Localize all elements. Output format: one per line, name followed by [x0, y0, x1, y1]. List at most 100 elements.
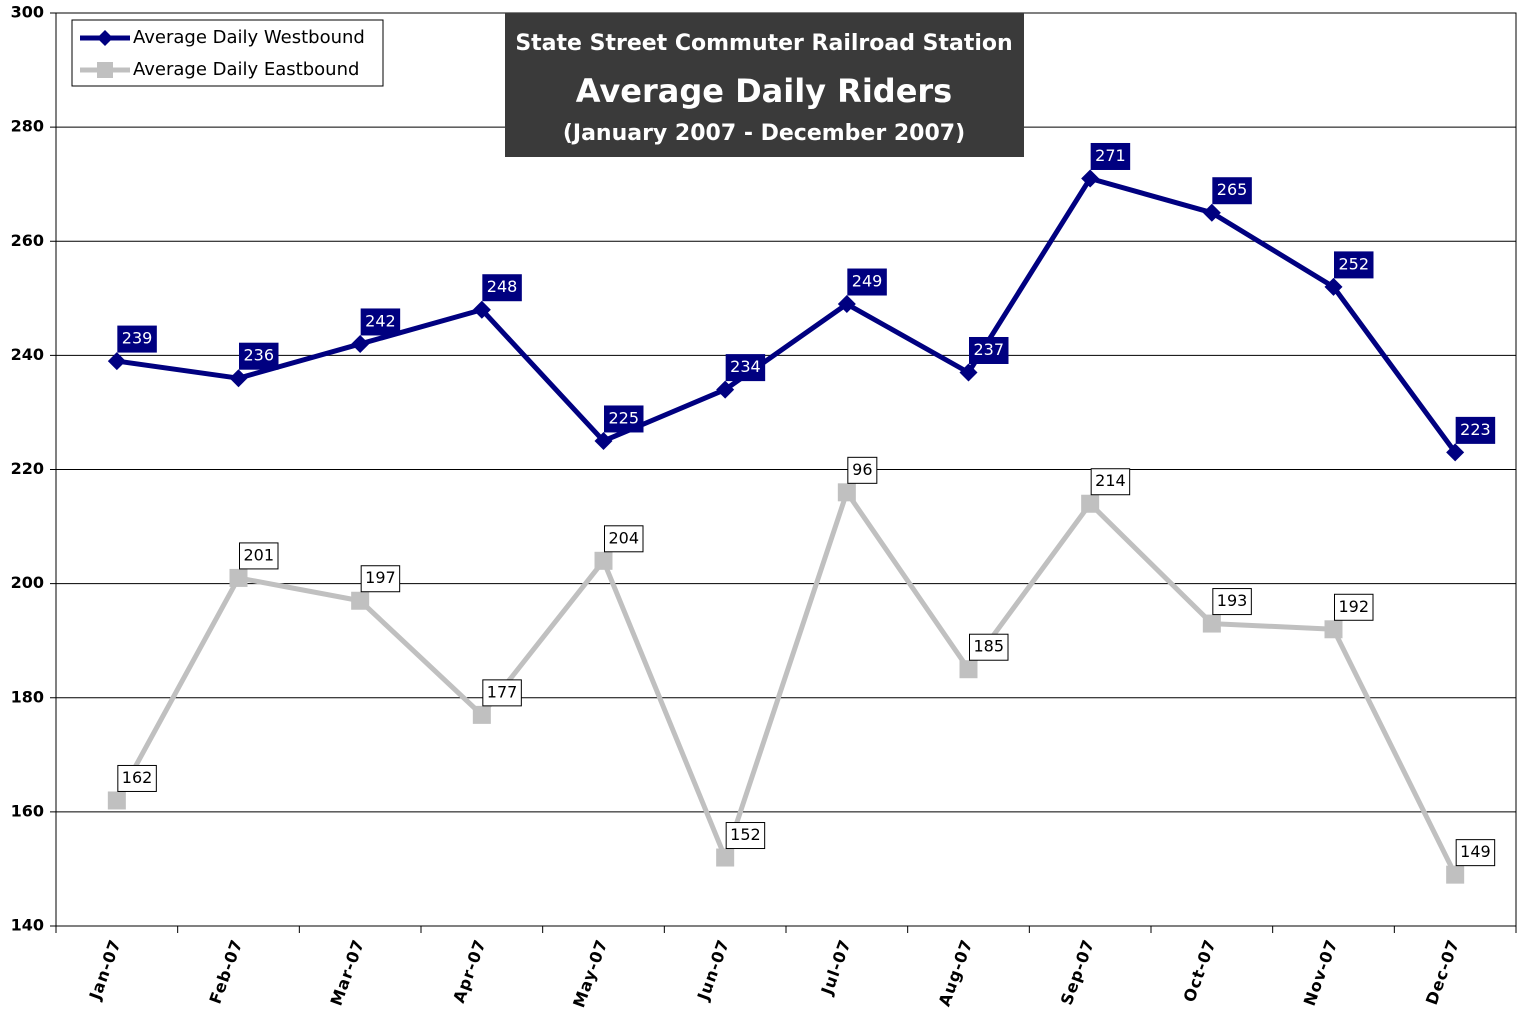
data-label: 197	[365, 568, 396, 587]
y-tick-label: 260	[11, 231, 44, 250]
data-label-box	[239, 542, 279, 570]
data-label-box	[847, 456, 878, 484]
marker	[837, 295, 856, 314]
marker	[1446, 443, 1465, 462]
legend: Average Daily Westbound Average Daily Eas…	[71, 19, 384, 87]
data-label-box	[239, 342, 279, 370]
marker	[107, 352, 126, 371]
data-label: 152	[730, 825, 761, 844]
data-label: 236	[243, 346, 274, 365]
marker	[716, 380, 735, 399]
x-tick-label: Aug-07	[935, 936, 977, 1008]
marker	[1202, 203, 1221, 222]
data-label-box	[482, 274, 522, 302]
y-tick-label: 300	[11, 3, 44, 22]
marker	[1081, 494, 1100, 513]
data-label: 271	[1095, 146, 1126, 165]
data-label: 185	[973, 637, 1004, 656]
data-label-box	[1455, 839, 1496, 867]
series-line	[116, 175, 1458, 454]
data-label: 162	[122, 768, 153, 787]
data-label-box	[1455, 416, 1496, 444]
chart-title: State Street Commuter Railroad Station	[515, 31, 1012, 56]
data-label-box	[725, 822, 766, 850]
marker	[837, 483, 856, 502]
data-label-box	[1212, 588, 1252, 616]
data-label-box	[1334, 593, 1374, 621]
x-tick-label: Feb-07	[206, 936, 247, 1006]
data-label: 177	[487, 682, 518, 701]
data-label: 239	[122, 329, 153, 348]
data-label-box	[969, 633, 1009, 661]
data-label-box	[1334, 251, 1374, 279]
marker	[472, 300, 491, 319]
x-tick-label: Mar-07	[327, 936, 369, 1008]
y-tick-label: 220	[11, 459, 44, 478]
data-label-box	[969, 336, 1009, 364]
marker	[959, 660, 978, 679]
data-label: 223	[1460, 420, 1491, 439]
y-tick-label: 140	[11, 916, 44, 935]
data-label: 201	[243, 545, 274, 564]
marker	[594, 431, 613, 450]
y-tick-label: 180	[11, 687, 44, 706]
data-label: 214	[1095, 471, 1126, 490]
marker	[351, 591, 370, 610]
data-label: 225	[608, 408, 639, 427]
chart-annotation: (January 2007 - December 2007)	[563, 121, 965, 146]
legend-label: Average Daily Eastbound	[133, 59, 359, 80]
data-label-box	[1090, 468, 1131, 496]
marker	[1446, 865, 1465, 884]
marker	[1324, 620, 1343, 639]
marker	[1202, 614, 1221, 633]
marks: 239 236 242 248 225 234 249 237 271 265 252 223 162 2…	[107, 142, 1496, 884]
marker	[594, 551, 613, 570]
x-tick-label: Jun-07	[693, 936, 733, 1003]
data-label: 192	[1338, 597, 1369, 616]
data-label: 204	[608, 528, 639, 547]
x-tick-label: Dec-07	[1422, 936, 1463, 1007]
data-label-box	[847, 268, 887, 296]
x-tick-label: Jul-07	[817, 936, 855, 998]
data-label-box	[1090, 142, 1131, 170]
marker	[229, 369, 248, 388]
marker	[716, 848, 735, 867]
marker	[959, 363, 978, 382]
marker	[1081, 169, 1100, 188]
data-label: 193	[1217, 591, 1248, 610]
legend-marker	[97, 30, 113, 46]
data-label-box	[360, 308, 401, 336]
marker	[472, 705, 491, 724]
data-label-box	[117, 764, 157, 792]
legend-marker	[97, 62, 113, 78]
data-label-box	[604, 525, 644, 553]
data-label: 249	[852, 272, 883, 291]
data-label: 237	[973, 340, 1004, 359]
chart-subtitle: Average Daily Riders	[576, 72, 952, 110]
x-tick-label: May-07	[569, 936, 611, 1010]
data-label: 234	[730, 357, 761, 376]
y-tick-label: 240	[11, 345, 44, 364]
marker	[351, 334, 370, 353]
data-label: 96	[852, 460, 872, 479]
data-label: 265	[1217, 180, 1248, 199]
data-label-box	[360, 565, 401, 593]
data-label-box	[725, 354, 766, 382]
x-tick-label: Oct-07	[1180, 936, 1220, 1004]
x-tick-label: Nov-07	[1300, 936, 1342, 1008]
data-label: 149	[1460, 842, 1491, 861]
data-label-box	[117, 325, 157, 353]
data-label-box	[604, 405, 644, 433]
data-label: 248	[487, 277, 518, 296]
marker	[229, 568, 248, 587]
y-tick-label: 280	[11, 117, 44, 136]
data-label-box	[482, 679, 522, 707]
y-tick-label: 160	[11, 801, 44, 820]
data-label: 252	[1338, 254, 1369, 273]
series-line	[114, 489, 1458, 876]
title-box	[505, 13, 1024, 157]
data-label-box	[1212, 177, 1252, 205]
data-label: 242	[365, 311, 396, 330]
marker	[1324, 277, 1343, 296]
